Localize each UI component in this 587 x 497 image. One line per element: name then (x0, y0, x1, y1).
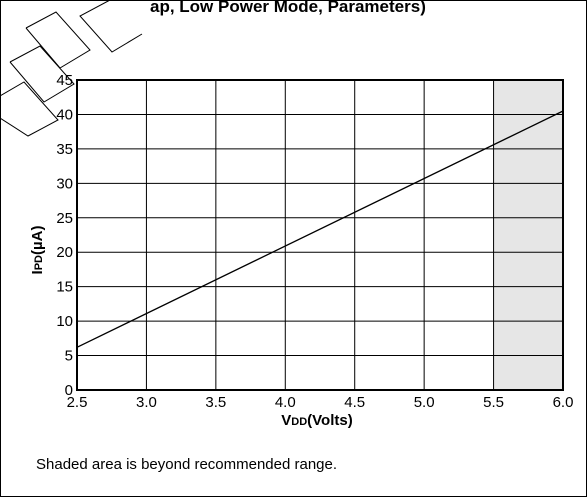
x-tick-label: 2.5 (67, 394, 88, 411)
y-tick-label: 45 (56, 72, 73, 89)
x-tick-label: 4.5 (344, 394, 365, 411)
shaded-region (493, 80, 563, 390)
y-tick-label: 40 (56, 106, 73, 123)
y-tick-label: 25 (56, 210, 73, 227)
x-tick-label: 3.0 (136, 394, 157, 411)
y-tick-label: 30 (56, 175, 73, 192)
y-tick-label: 5 (65, 348, 73, 365)
x-tick-label: 4.0 (275, 394, 296, 411)
decorative-ribbon (0, 0, 143, 137)
shaded-area-note: Shaded area is beyond recommended range. (36, 456, 338, 473)
y-tick-label: 0 (65, 382, 73, 399)
x-tick-label: 5.5 (483, 394, 504, 411)
x-tick-label: 5.0 (414, 394, 435, 411)
y-tick-label: 20 (56, 244, 73, 261)
y-tick-label: 10 (56, 313, 73, 330)
y-tick-label: 35 (56, 141, 73, 158)
x-tick-label: 6.0 (553, 394, 574, 411)
y-tick-label: 15 (56, 279, 73, 296)
x-tick-label: 3.5 (205, 394, 226, 411)
plot-area: 2.5 3.0 3.5 4.0 4.5 5.0 5.5 6.0 0 5 10 15 20 25 30 35 40… (56, 72, 573, 411)
y-axis-title: IPD(µA) (29, 226, 46, 275)
series-line (76, 110, 564, 348)
plot-border (76, 79, 564, 391)
chart-title: ap, Low Power Mode, Parameters) (150, 0, 426, 16)
x-axis-title: VDD(Volts) (281, 412, 352, 429)
